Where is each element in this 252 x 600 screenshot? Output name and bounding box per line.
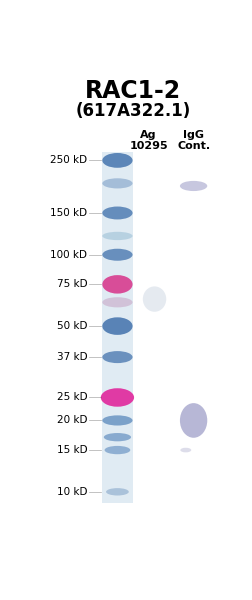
Text: IgG
Cont.: IgG Cont.: [177, 130, 210, 151]
Text: Ag
10295: Ag 10295: [129, 130, 168, 151]
Text: 75 kD: 75 kD: [56, 280, 87, 289]
Text: 37 kD: 37 kD: [56, 352, 87, 362]
Ellipse shape: [102, 297, 133, 307]
Ellipse shape: [105, 446, 130, 454]
Ellipse shape: [180, 403, 207, 438]
Text: 10 kD: 10 kD: [57, 487, 87, 497]
Text: 250 kD: 250 kD: [50, 155, 87, 166]
Ellipse shape: [106, 488, 129, 496]
Text: 15 kD: 15 kD: [56, 445, 87, 455]
Text: 150 kD: 150 kD: [50, 208, 87, 218]
Ellipse shape: [102, 249, 133, 261]
Ellipse shape: [102, 206, 133, 220]
Ellipse shape: [102, 232, 133, 240]
Text: 50 kD: 50 kD: [57, 321, 87, 331]
Ellipse shape: [102, 153, 133, 168]
Ellipse shape: [102, 415, 133, 425]
Ellipse shape: [102, 178, 133, 188]
Ellipse shape: [102, 351, 133, 363]
Text: (617A322.1): (617A322.1): [75, 102, 191, 120]
Bar: [102, 152, 133, 503]
Ellipse shape: [143, 286, 166, 312]
Ellipse shape: [104, 433, 131, 442]
Ellipse shape: [101, 388, 134, 407]
Ellipse shape: [180, 181, 207, 191]
Text: 20 kD: 20 kD: [57, 415, 87, 425]
Text: 25 kD: 25 kD: [56, 392, 87, 403]
Text: RAC1-2: RAC1-2: [85, 79, 181, 103]
Text: 100 kD: 100 kD: [50, 250, 87, 260]
Ellipse shape: [180, 448, 191, 452]
Ellipse shape: [102, 317, 133, 335]
Ellipse shape: [102, 275, 133, 293]
